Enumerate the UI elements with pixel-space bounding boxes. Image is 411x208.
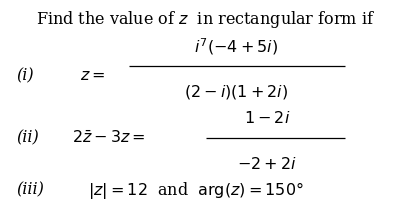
- Text: Find the value of $z$  in rectangular form if: Find the value of $z$ in rectangular for…: [36, 9, 375, 30]
- Text: $1-2i$: $1-2i$: [244, 110, 290, 127]
- Text: $-2+2i$: $-2+2i$: [237, 156, 297, 173]
- Text: (ii): (ii): [16, 130, 39, 147]
- Text: $(2-i)(1+2i)$: $(2-i)(1+2i)$: [184, 83, 289, 100]
- Text: (iii): (iii): [16, 182, 44, 199]
- Text: $z =$: $z =$: [80, 67, 106, 84]
- Text: $i^{7}(-4+5i)$: $i^{7}(-4+5i)$: [194, 36, 278, 57]
- Text: (i): (i): [16, 67, 34, 84]
- Text: $|z|=12$  and  $\mathrm{arg}(z)=150°$: $|z|=12$ and $\mathrm{arg}(z)=150°$: [88, 180, 304, 201]
- Text: $2\bar{z}-3z =$: $2\bar{z}-3z =$: [72, 130, 145, 147]
